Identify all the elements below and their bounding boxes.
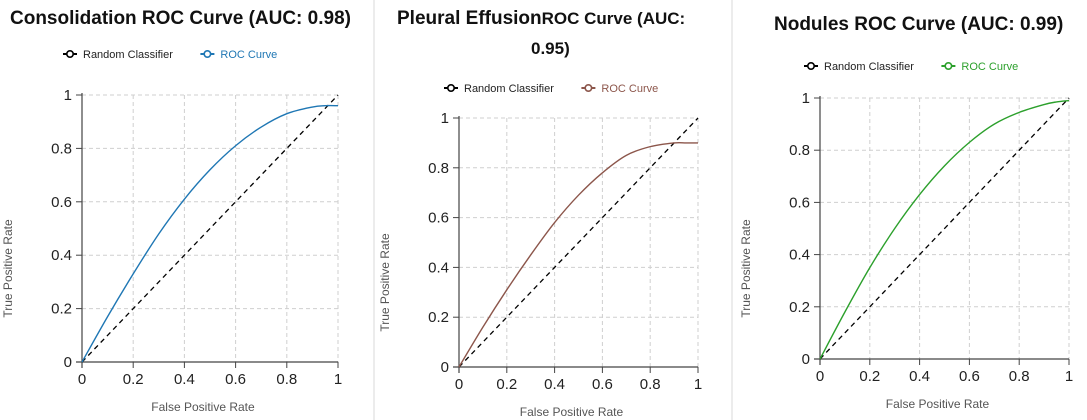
x-tick-label: 0.2 [123, 371, 144, 388]
y-tick-label: 0.2 [51, 301, 72, 318]
legend-roc-curve: ROC Curve [601, 83, 658, 95]
legend-random-classifier: Random Classifier [83, 49, 173, 61]
x-tick-label: 0 [816, 368, 824, 385]
chart-title: Nodules ROC Curve (AUC: 0.99) [774, 12, 1063, 38]
legend-marker [944, 61, 953, 70]
chart-title-text-3: 0.95) [531, 39, 570, 58]
x-tick-label: 0.4 [909, 368, 930, 385]
roc-curve-line [458, 141, 698, 368]
chart-title-text: Nodules ROC Curve (AUC: 0.99) [774, 14, 1064, 35]
x-tick-label: 1 [1065, 368, 1073, 385]
legend-marker [66, 49, 75, 58]
nodules-roc-panel: Nodules ROC Curve (AUC: 0.99) 0 0.2 0.4 0.6… [734, 0, 1087, 420]
y-tick-label: 0.8 [428, 160, 449, 177]
x-tick-label: 0.6 [225, 371, 246, 388]
roc-curve-line [81, 104, 339, 363]
x-tick-label: 0.2 [496, 376, 517, 393]
random-classifier-line [819, 97, 1070, 360]
y-tick-label: 0.2 [789, 299, 810, 316]
y-tick-label: 0.2 [428, 309, 449, 326]
legend-marker [807, 61, 816, 70]
x-tick-label: 0 [78, 371, 86, 388]
x-tick-label: 1 [334, 371, 342, 388]
y-tick-label: 0 [441, 359, 449, 376]
x-axis-label: False Positive Rate [520, 405, 624, 419]
x-axis-label: False Positive Rate [151, 400, 255, 414]
chart-title-text-1: Pleural Effusion [397, 8, 542, 29]
chart-title-text: Consolidation ROC Curve (AUC: 0.98) [10, 8, 351, 29]
x-axis-label: False Positive Rate [886, 397, 990, 411]
chart-title-line2: 0.95) [531, 36, 570, 62]
y-axis-label: True Positive Rate [378, 233, 392, 332]
y-axis-label: True Positive Rate [1, 219, 15, 318]
roc-curve-line [819, 99, 1070, 360]
x-tick-label: 0 [455, 376, 463, 393]
y-tick-label: 0.4 [789, 247, 810, 264]
y-tick-label: 1 [441, 110, 449, 127]
y-tick-label: 0.8 [51, 140, 72, 157]
x-tick-label: 0.8 [276, 371, 297, 388]
y-tick-label: 0.4 [428, 259, 449, 276]
random-classifier-line [458, 117, 699, 368]
y-tick-label: 0.8 [789, 142, 810, 159]
panel-divider [731, 0, 733, 420]
chart-title-text-2: ROC Curve (AUC: [541, 9, 686, 28]
legend-marker [447, 84, 456, 93]
legend-marker [203, 49, 212, 58]
x-tick-label: 0.8 [1009, 368, 1030, 385]
roc-chart: 0 0.2 0.4 0.6 0.8 1 0 0.2 0.4 0.6 0.8 1 False Positi… [378, 83, 702, 419]
chart-title: Consolidation ROC Curve (AUC: 0.98) [10, 6, 351, 32]
y-tick-label: 0 [802, 351, 810, 368]
x-tick-label: 0.4 [174, 371, 195, 388]
y-tick-label: 0 [64, 354, 72, 371]
x-tick-label: 0.6 [959, 368, 980, 385]
legend: Random Classifier ROC Curve [444, 83, 658, 95]
legend: Random Classifier ROC Curve [804, 61, 1018, 73]
x-tick-label: 0.6 [592, 376, 613, 393]
panel-divider [373, 0, 375, 420]
legend-random-classifier: Random Classifier [464, 83, 554, 95]
legend-random-classifier: Random Classifier [824, 61, 914, 73]
roc-chart: 0 0.2 0.4 0.6 0.8 1 0 0.2 0.4 0.6 0.8 1 False Positi… [739, 61, 1073, 411]
legend-roc-curve: ROC Curve [220, 49, 277, 61]
legend: Random Classifier ROC Curve [63, 49, 277, 61]
y-tick-label: 0.6 [789, 194, 810, 211]
y-tick-label: 0.6 [428, 210, 449, 227]
y-tick-label: 1 [64, 87, 72, 104]
x-tick-label: 0.2 [859, 368, 880, 385]
y-tick-label: 1 [802, 90, 810, 107]
y-tick-label: 0.4 [51, 247, 72, 264]
y-tick-label: 0.6 [51, 194, 72, 211]
chart-title: Pleural EffusionROC Curve (AUC: [397, 6, 685, 32]
y-axis-label: True Positive Rate [739, 219, 753, 318]
roc-chart: 0 0.2 0.4 0.6 0.8 1 0 0.2 0.4 0.6 0.8 1 False Positi… [1, 49, 342, 414]
x-tick-label: 0.4 [544, 376, 565, 393]
legend-marker [584, 84, 593, 93]
consolidation-roc-panel: Consolidation ROC Curve (AUC: 0.98) 0 0.2… [0, 0, 372, 420]
x-tick-label: 1 [694, 376, 702, 393]
random-classifier-line [81, 94, 339, 363]
x-tick-label: 0.8 [640, 376, 661, 393]
legend-roc-curve: ROC Curve [961, 61, 1018, 73]
